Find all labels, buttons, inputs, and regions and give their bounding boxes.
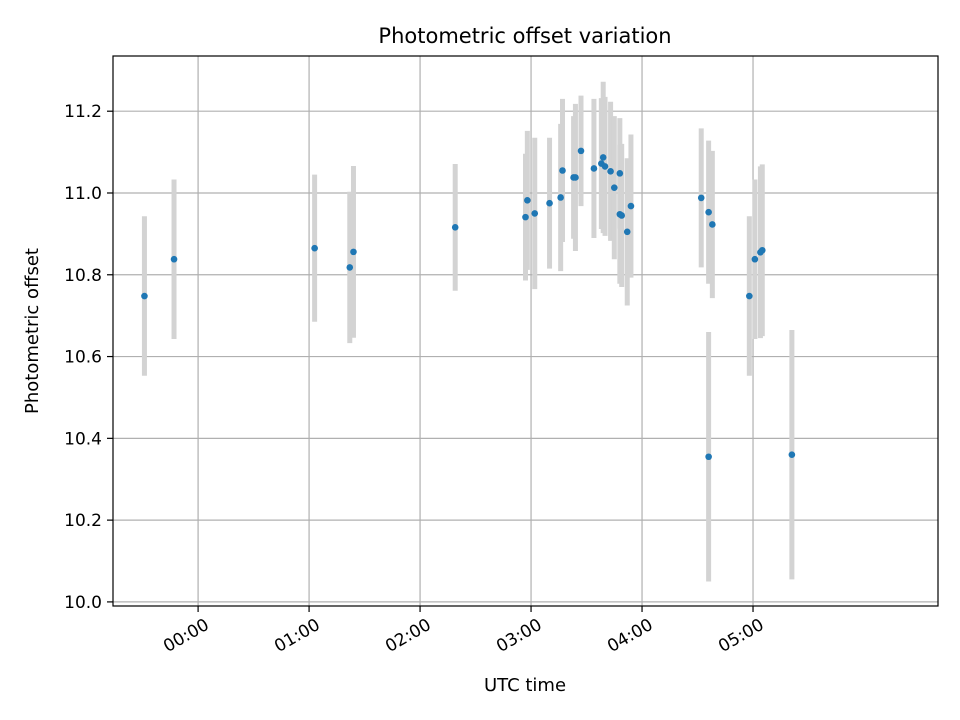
data-point — [311, 244, 318, 252]
data-point — [572, 174, 579, 181]
data-point — [758, 246, 766, 254]
data-point — [616, 170, 624, 177]
y-tick-label: 10.4 — [64, 429, 102, 449]
data-point — [601, 163, 609, 170]
data-point — [577, 147, 585, 155]
data-points — [141, 147, 796, 461]
x-axis-label: UTC time — [484, 675, 566, 696]
y-tick-label: 10.6 — [64, 348, 102, 368]
y-tick-label: 11.0 — [64, 184, 102, 204]
data-point — [607, 168, 614, 175]
data-point — [559, 167, 566, 174]
y-axis-ticks: 10.0 10.2 10.4 10.6 10.8 11.0 11.2 — [64, 102, 113, 613]
data-point — [751, 255, 759, 263]
data-point — [627, 202, 635, 210]
data-point — [170, 255, 178, 263]
data-point — [522, 213, 529, 221]
data-point — [346, 264, 354, 271]
data-point — [697, 194, 705, 202]
y-tick-label: 10.2 — [64, 511, 102, 531]
data-point — [590, 165, 598, 172]
data-point — [705, 453, 712, 461]
chart-title: Photometric offset variation — [378, 24, 671, 48]
data-point — [623, 228, 631, 236]
data-point — [557, 194, 564, 201]
data-point — [705, 208, 712, 216]
y-tick-label: 10.8 — [64, 266, 102, 286]
data-point — [531, 210, 539, 217]
data-point — [709, 221, 716, 228]
data-point — [618, 212, 625, 219]
y-tick-label: 11.2 — [64, 102, 102, 122]
data-point — [788, 451, 796, 458]
y-axis-label: Photometric offset — [22, 248, 43, 414]
plot-area-frame — [112, 55, 939, 607]
data-point — [350, 248, 357, 256]
data-point — [524, 197, 531, 204]
data-point — [451, 224, 459, 231]
data-point — [746, 292, 753, 300]
y-tick-label: 10.0 — [64, 593, 102, 613]
data-point — [141, 292, 148, 300]
data-point — [599, 154, 607, 161]
data-point — [546, 199, 553, 207]
data-point — [610, 184, 618, 191]
